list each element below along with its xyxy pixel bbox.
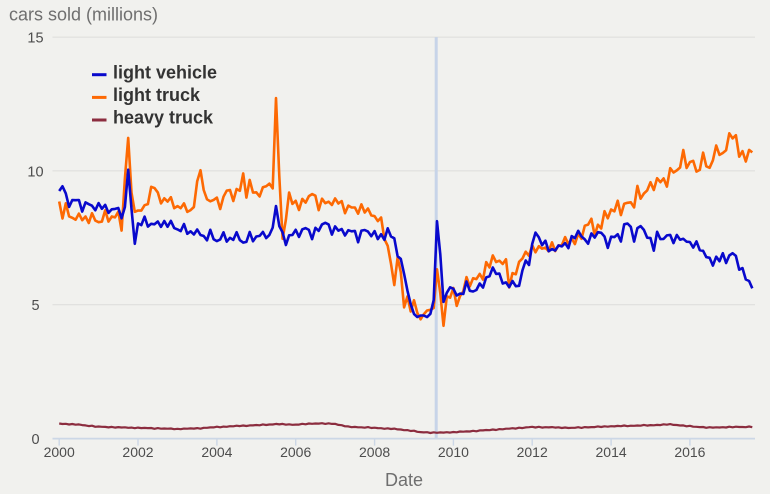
svg-text:2012: 2012 — [517, 444, 548, 460]
svg-text:2004: 2004 — [201, 444, 232, 460]
svg-text:2008: 2008 — [359, 444, 390, 460]
svg-text:cars sold (millions): cars sold (millions) — [9, 5, 158, 25]
svg-text:0: 0 — [31, 432, 39, 448]
svg-text:light truck: light truck — [113, 85, 201, 105]
svg-text:2000: 2000 — [44, 444, 75, 460]
svg-text:5: 5 — [31, 298, 39, 314]
svg-text:2014: 2014 — [596, 444, 627, 460]
svg-text:15: 15 — [27, 31, 43, 47]
svg-text:light vehicle: light vehicle — [113, 62, 217, 82]
svg-text:heavy truck: heavy truck — [113, 108, 214, 128]
svg-text:Date: Date — [385, 470, 423, 490]
svg-text:2010: 2010 — [438, 444, 469, 460]
svg-text:2002: 2002 — [122, 444, 153, 460]
svg-text:2016: 2016 — [674, 444, 705, 460]
svg-text:10: 10 — [27, 164, 43, 180]
svg-text:2006: 2006 — [280, 444, 311, 460]
